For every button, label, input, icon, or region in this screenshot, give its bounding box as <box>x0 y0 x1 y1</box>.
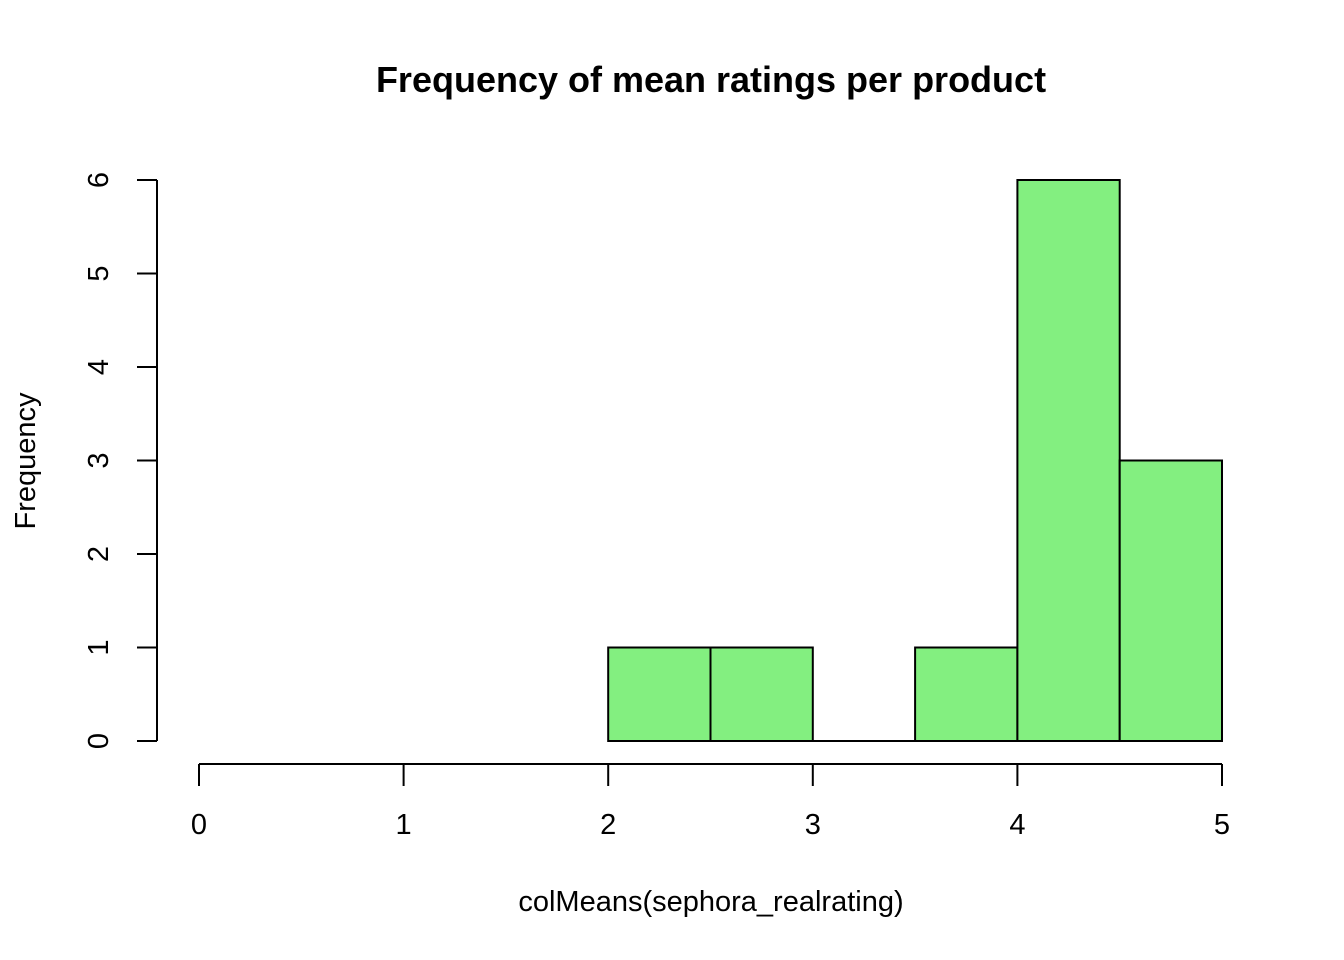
y-tick-label-0: 0 <box>83 733 115 749</box>
y-tick-label-1: 1 <box>83 639 115 655</box>
bars-group <box>607 179 1223 742</box>
y-tick-label-2: 2 <box>83 546 115 562</box>
x-tick-label-1: 1 <box>396 809 412 841</box>
histogram-bar-1 <box>709 646 814 742</box>
histogram-bar-0 <box>607 646 712 742</box>
x-axis-label: colMeans(sephora_realrating) <box>518 886 903 918</box>
histogram-bar-5 <box>1118 459 1223 742</box>
y-tick-label-6: 6 <box>83 172 115 188</box>
y-axis: 0 1 2 3 4 5 6 <box>83 172 158 749</box>
x-axis: 0 1 2 3 4 5 <box>191 763 1230 841</box>
x-tick-label-2: 2 <box>600 809 616 841</box>
y-tick-label-4: 4 <box>83 359 115 375</box>
y-tick-label-5: 5 <box>83 265 115 281</box>
y-axis-label: Frequency <box>10 392 42 530</box>
x-tick-label-5: 5 <box>1214 809 1230 841</box>
histogram-bar-3 <box>914 646 1019 742</box>
y-tick-label-3: 3 <box>83 452 115 468</box>
histogram-bar-4 <box>1016 179 1121 742</box>
x-tick-label-0: 0 <box>191 809 207 841</box>
x-tick-label-4: 4 <box>1009 809 1025 841</box>
chart-title: Frequency of mean ratings per product <box>376 59 1046 100</box>
x-tick-label-3: 3 <box>805 809 821 841</box>
